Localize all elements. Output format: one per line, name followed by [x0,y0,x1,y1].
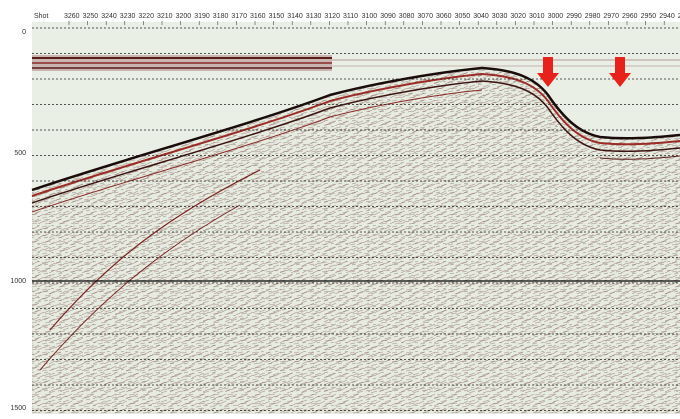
shot-number: 3140 [287,13,303,20]
depth-label: 500 [14,150,26,157]
shot-number: 3050 [455,13,471,20]
shot-number: 3110 [343,13,358,20]
depth-label: 0 [22,29,26,36]
shot-number: 3130 [306,13,322,20]
shot-number: 3200 [176,13,192,20]
shot-number: 3030 [492,13,508,20]
direct-wave [32,55,680,71]
grid [32,27,680,411]
depth-label: 1000 [10,278,26,285]
shot-number: 2990 [566,13,582,20]
shot-number: 293 [678,13,680,20]
shot-number: 3000 [548,13,564,20]
shot-number: 3160 [250,13,266,20]
shot-number: 2980 [585,13,601,20]
seafloor-reflector [31,66,680,371]
shot-number: 3010 [529,13,545,20]
shot-number: 3040 [473,13,489,20]
shot-number: 3190 [194,13,210,20]
shot-number: 3250 [83,13,99,20]
shot-number: 3260 [64,13,80,20]
shot-number: 2960 [622,13,638,20]
shot-number: 3120 [324,13,340,20]
depth-label: 1500 [10,405,26,412]
shot-number: 3150 [269,13,285,20]
shot-number: 3230 [120,13,136,20]
shot-number: 3170 [231,13,247,20]
shot-number: 3020 [510,13,526,20]
shot-labels: 3260 3250 3240 3230 3220 3210 3200 3190 3180 3170… [64,13,680,25]
arrow [537,57,559,87]
shot-number: 3220 [138,13,154,20]
arrow [609,57,631,87]
shot-number: 2940 [659,13,675,20]
shot-label: Shot [34,13,48,20]
shot-number: 3100 [362,13,378,20]
shot-number: 2970 [603,13,619,20]
shot-number: 3080 [399,13,415,20]
shot-number: 3180 [213,13,229,20]
depth-labels: 0 500 1000 1500 [10,29,26,412]
shot-number: 3090 [380,13,396,20]
shot-number: 3070 [417,13,433,20]
shot-number: 3060 [436,13,452,20]
shot-number: 2950 [641,13,657,20]
shot-number: 3240 [101,13,117,20]
subsurface-texture [32,68,680,414]
shot-number: 3210 [157,13,173,20]
